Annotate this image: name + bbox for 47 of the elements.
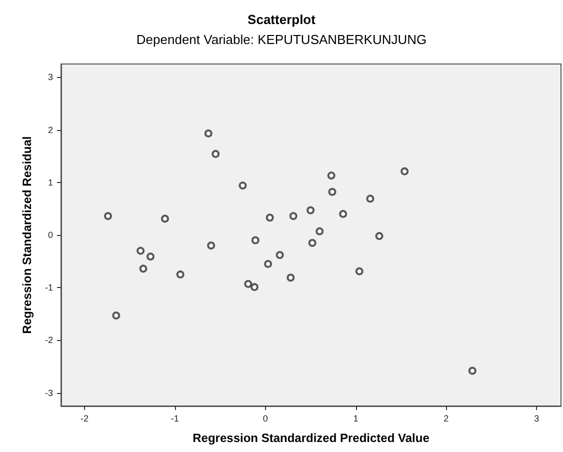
point (212, 150, 220, 158)
point (250, 283, 258, 292)
point (327, 172, 336, 180)
y-tick-label: 2 (48, 124, 53, 135)
y-tick-label: -1 (44, 282, 53, 293)
x-tick-label: 0 (262, 414, 268, 424)
point (207, 242, 216, 250)
point (160, 214, 169, 223)
point (375, 232, 384, 240)
point (136, 246, 145, 255)
point (266, 214, 274, 222)
point (244, 280, 252, 288)
point (112, 312, 120, 320)
point (204, 129, 212, 138)
point (339, 210, 348, 218)
point (251, 236, 260, 244)
point (238, 182, 247, 190)
point (308, 238, 316, 247)
point (306, 206, 315, 214)
x-tick-label: 3 (534, 414, 540, 424)
x-tick-label: -1 (170, 414, 179, 424)
point (468, 366, 476, 375)
y-axis-title: Regression Standardized Residual (20, 136, 34, 334)
point (289, 212, 298, 220)
point (104, 212, 112, 220)
y-tick-label: -2 (44, 335, 53, 346)
y-tick-label: 3 (48, 72, 53, 82)
point (328, 188, 336, 196)
point (355, 267, 364, 276)
point (264, 260, 272, 268)
point (176, 270, 184, 278)
y-tick-label: 1 (48, 177, 53, 188)
point (146, 252, 155, 261)
point (276, 250, 284, 259)
point (139, 264, 148, 273)
point (400, 167, 409, 176)
point (286, 274, 295, 282)
point (366, 194, 374, 203)
x-axis-title: Regression Standardized Predicted Value (192, 431, 430, 445)
y-tick-label: -3 (44, 388, 53, 398)
chart-title: Scatterplot (248, 12, 316, 27)
chart-subtitle: Dependent Variable: KEPUTUSANBERKUNJUNG (136, 32, 427, 47)
x-tick-label: -2 (80, 414, 89, 424)
y-tick-label: 0 (48, 230, 53, 240)
x-tick-label: 1 (353, 414, 358, 424)
x-tick-label: 2 (444, 414, 449, 424)
point (316, 227, 324, 236)
